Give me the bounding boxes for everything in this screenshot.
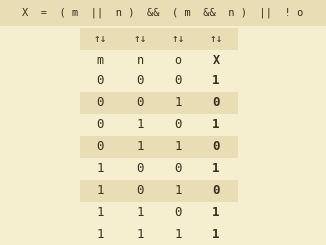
Text: ↑↓: ↑↓	[133, 34, 147, 44]
Text: 1: 1	[212, 74, 220, 87]
Text: 0: 0	[136, 97, 144, 110]
Text: 1: 1	[136, 229, 144, 242]
Bar	[80, 92, 238, 114]
Bar	[0, 0, 326, 26]
Text: 1: 1	[96, 229, 104, 242]
Text: 1: 1	[136, 140, 144, 154]
Text: m: m	[96, 53, 104, 66]
Text: X  =  ( m  ||  n )  &&  ( m  &&  n )  ||  ! o: X = ( m || n ) && ( m && n ) || ! o	[22, 8, 304, 18]
Text: 1: 1	[96, 162, 104, 175]
Text: 0: 0	[96, 140, 104, 154]
Text: 0: 0	[174, 119, 182, 132]
Text: 1: 1	[174, 184, 182, 197]
Text: 0: 0	[174, 162, 182, 175]
Bar	[80, 202, 238, 224]
Text: 0: 0	[96, 97, 104, 110]
Text: 0: 0	[174, 207, 182, 220]
Text: n: n	[137, 53, 143, 66]
Text: 1: 1	[96, 184, 104, 197]
Text: 0: 0	[212, 140, 220, 154]
Text: 0: 0	[212, 97, 220, 110]
Text: 0: 0	[96, 119, 104, 132]
Text: 1: 1	[96, 207, 104, 220]
Text: 1: 1	[212, 207, 220, 220]
Text: 1: 1	[174, 229, 182, 242]
Text: o: o	[174, 53, 182, 66]
Text: 0: 0	[136, 162, 144, 175]
Text: 0: 0	[136, 184, 144, 197]
Text: 1: 1	[136, 119, 144, 132]
Text: 1: 1	[212, 119, 220, 132]
Text: 0: 0	[174, 74, 182, 87]
Text: ↑↓: ↑↓	[93, 34, 107, 44]
Bar	[80, 50, 238, 70]
Text: 0: 0	[96, 74, 104, 87]
Text: 0: 0	[136, 74, 144, 87]
Bar	[80, 136, 238, 158]
Text: 1: 1	[136, 207, 144, 220]
Text: 0: 0	[212, 184, 220, 197]
Bar	[80, 224, 238, 245]
Text: 1: 1	[212, 229, 220, 242]
Text: ↑↓: ↑↓	[209, 34, 223, 44]
Bar	[80, 70, 238, 92]
Bar	[80, 28, 238, 50]
Text: 1: 1	[174, 140, 182, 154]
Text: ↑↓: ↑↓	[171, 34, 185, 44]
Bar	[80, 114, 238, 136]
Text: X: X	[213, 53, 220, 66]
Bar	[80, 158, 238, 180]
Text: 1: 1	[212, 162, 220, 175]
Text: 1: 1	[174, 97, 182, 110]
Bar	[80, 180, 238, 202]
